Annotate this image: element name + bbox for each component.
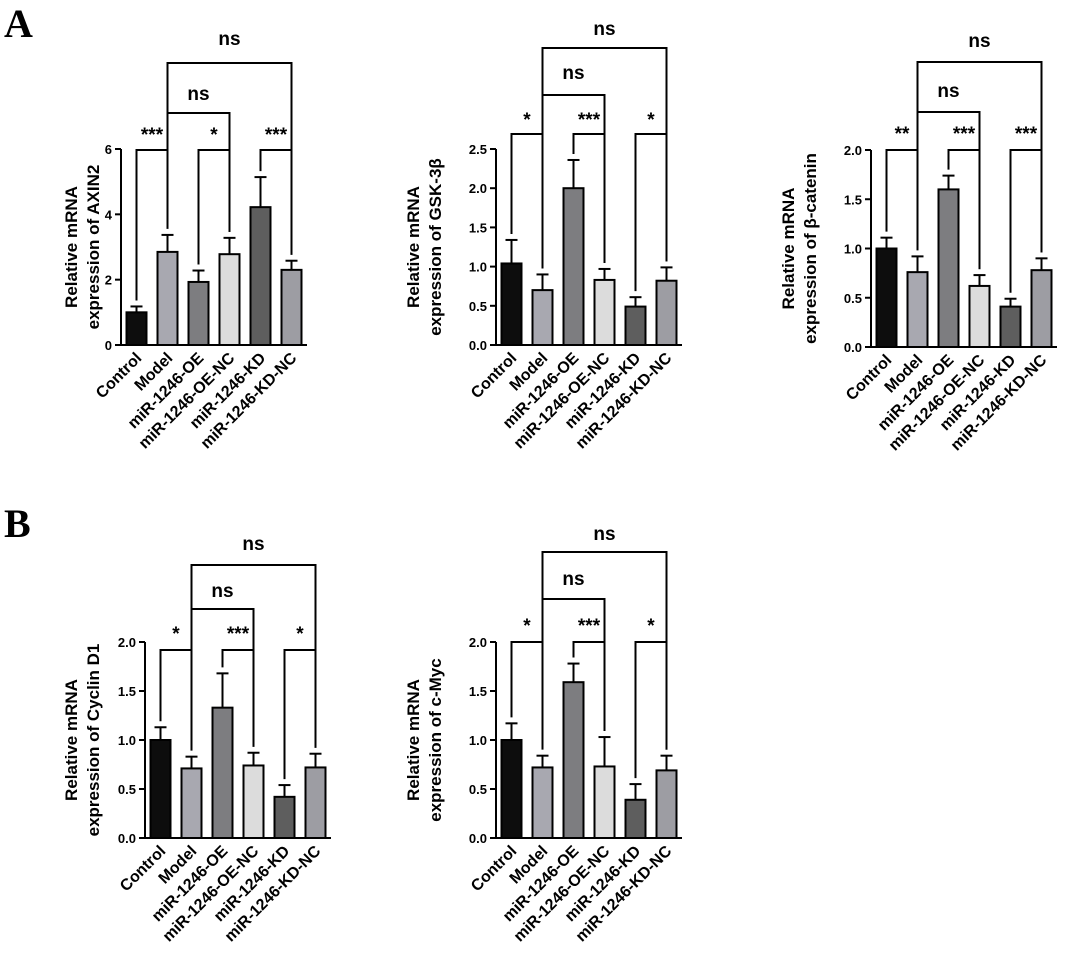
significance-label: ns: [562, 569, 584, 590]
significance-label: ***: [141, 125, 164, 146]
y-tick-label: 1.0: [844, 242, 862, 257]
significance-bracket: [159, 649, 193, 751]
y-axis-label: expression of c-Myc: [426, 658, 445, 821]
y-tick-label: 2.0: [844, 143, 862, 158]
significance-label: ns: [187, 84, 209, 105]
significance-label: *: [647, 616, 655, 637]
significance-label: ***: [578, 616, 601, 637]
bar: [593, 765, 616, 840]
y-tick-label: 0.5: [469, 782, 487, 797]
significance-bracket: [885, 149, 919, 251]
bar: [562, 681, 585, 839]
significance-label: ***: [265, 125, 288, 146]
y-axis-label: expression of AXIN2: [84, 165, 103, 330]
significance-label: *: [523, 110, 531, 131]
y-tick-label: 1.5: [469, 220, 487, 235]
significance-bracket: [510, 133, 544, 269]
y-tick-label: 2.5: [469, 142, 487, 157]
y-tick-label: 0.5: [844, 291, 862, 306]
significance-label: ns: [218, 29, 240, 50]
y-tick-label: 6: [105, 142, 112, 157]
significance-bracket: [541, 551, 668, 750]
significance-label: ns: [242, 534, 264, 555]
y-tick-label: 0.5: [469, 299, 487, 314]
significance-label: ***: [578, 110, 601, 131]
y-tick-label: 0.0: [118, 831, 136, 846]
significance-label: ***: [1015, 124, 1038, 145]
y-axis-label: Relative mRNA: [404, 679, 423, 801]
y-axis-label: Relative mRNA: [404, 186, 423, 308]
y-tick-label: 2.0: [118, 635, 136, 650]
significance-label: ns: [562, 63, 584, 84]
panel-label-b: B: [4, 501, 31, 546]
significance-label: *: [172, 624, 180, 645]
y-axis-label: expression of GSK-3β: [426, 158, 445, 336]
significance-label: ***: [953, 124, 976, 145]
significance-bracket: [510, 641, 544, 750]
y-tick-label: 0.0: [469, 831, 487, 846]
y-tick-label: 1.0: [469, 260, 487, 275]
y-axis-label: expression of β-catenin: [801, 153, 820, 344]
y-axis-label: expression of Cyclin D1: [84, 644, 103, 837]
y-tick-label: 2: [105, 273, 112, 288]
y-tick-label: 0: [105, 338, 112, 353]
y-tick-label: 1.5: [844, 192, 862, 207]
significance-label: ns: [211, 581, 233, 602]
y-tick-label: 2.0: [469, 181, 487, 196]
significance-bracket: [190, 564, 317, 748]
significance-bracket: [916, 61, 1043, 253]
panel-label-a: A: [4, 1, 33, 46]
significance-label: *: [296, 624, 304, 645]
significance-label: *: [523, 616, 531, 637]
significance-bracket: [541, 47, 668, 262]
bar: [500, 739, 523, 839]
significance-label: ns: [937, 81, 959, 102]
significance-label: *: [210, 125, 218, 146]
y-axis-label: Relative mRNA: [779, 188, 798, 310]
significance-label: ns: [968, 31, 990, 52]
significance-label: ***: [227, 624, 250, 645]
significance-label: ns: [593, 19, 615, 40]
y-tick-label: 2.0: [469, 635, 487, 650]
y-axis-label: Relative mRNA: [62, 679, 81, 801]
y-tick-label: 1.5: [469, 684, 487, 699]
bar: [624, 798, 647, 840]
significance-label: **: [895, 124, 910, 145]
significance-bracket: [135, 149, 169, 301]
y-tick-label: 0.5: [118, 782, 136, 797]
y-tick-label: 1.0: [469, 733, 487, 748]
y-tick-label: 1.0: [118, 733, 136, 748]
y-axis-label: Relative mRNA: [62, 186, 81, 308]
bar: [531, 766, 554, 839]
significance-label: *: [647, 110, 655, 131]
y-tick-label: 4: [105, 207, 113, 222]
y-tick-label: 0.0: [844, 340, 862, 355]
y-tick-label: 1.5: [118, 684, 136, 699]
significance-label: ns: [593, 524, 615, 545]
significance-bracket: [166, 62, 293, 255]
bar: [655, 769, 678, 840]
y-tick-label: 0.0: [469, 338, 487, 353]
significance-bracket: [634, 641, 668, 779]
